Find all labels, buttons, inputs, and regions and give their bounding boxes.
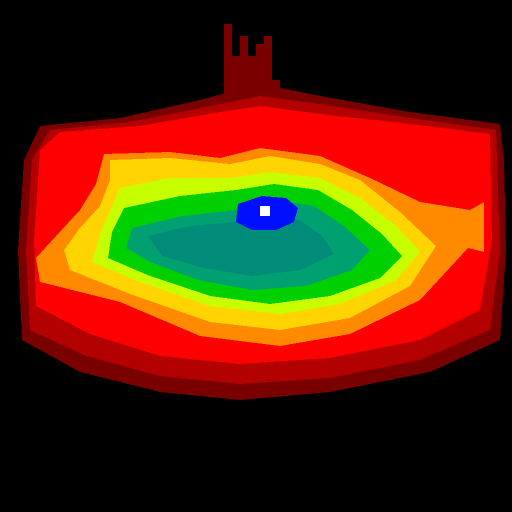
inner-core [148, 214, 334, 276]
top-plume [224, 24, 280, 96]
peak-spot [260, 206, 270, 216]
